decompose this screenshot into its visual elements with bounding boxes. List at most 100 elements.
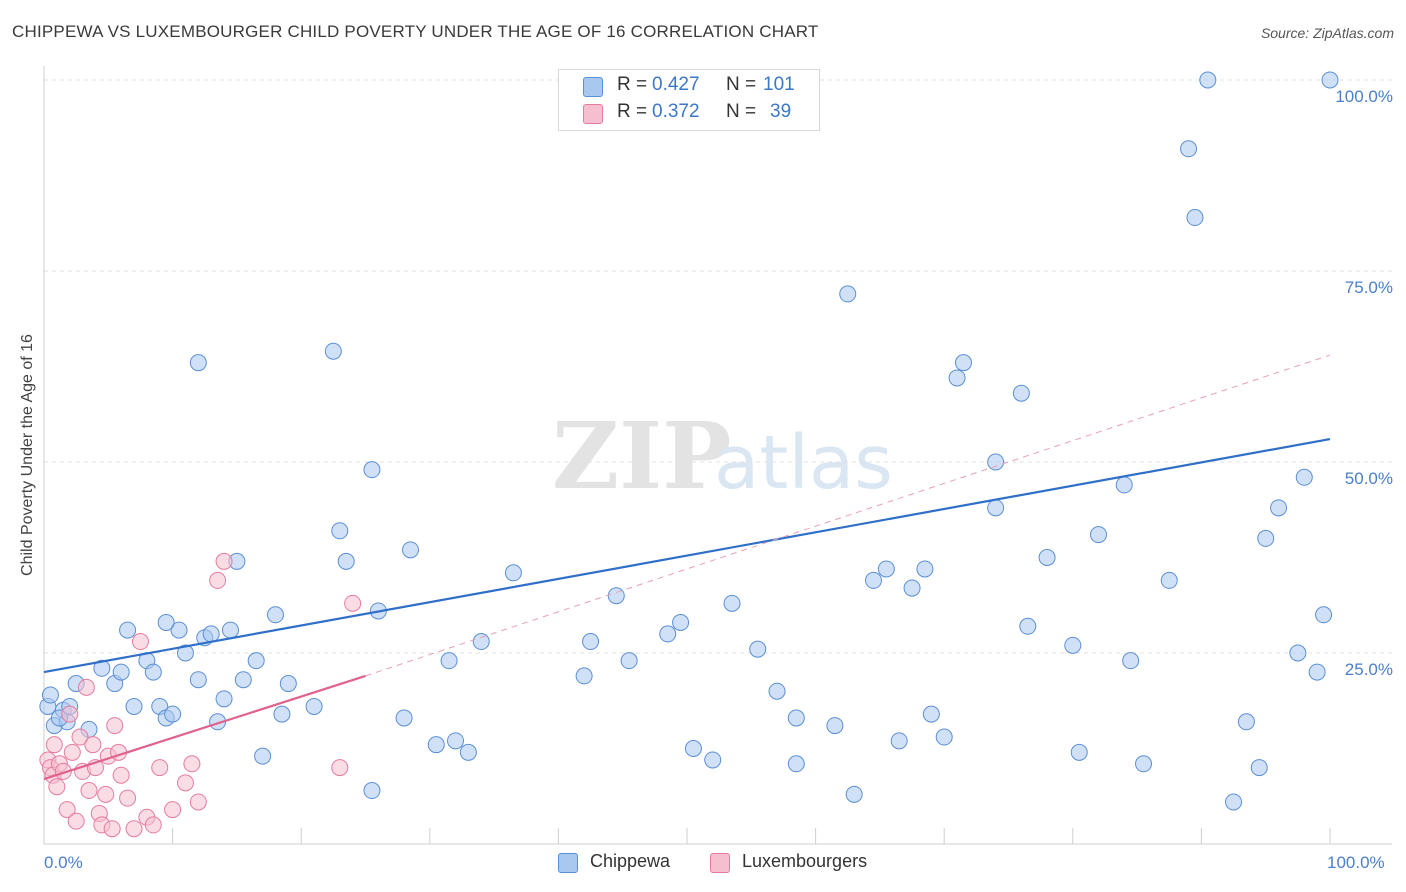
luxembourgers-point [71,728,89,746]
luxembourgers-point [183,755,201,773]
chippewa-point [1135,755,1153,773]
luxembourgers-point [151,759,169,777]
legend-luxembourgers-swatch-icon [710,853,730,873]
luxembourgers-point [125,820,143,838]
chippewa-swatch-icon [583,77,603,97]
chippewa-point [704,751,722,769]
chippewa-n-value: 101 [763,74,795,95]
chippewa-point [1122,652,1140,670]
chippewa-point [273,705,291,723]
chippewa-point [164,705,182,723]
legend-chippewa-swatch-icon [558,853,578,873]
chippewa-point [672,613,690,631]
chippewa-point [395,709,413,727]
chippewa-point [1289,644,1307,662]
luxembourgers-point [144,816,162,834]
chippewa-point [787,709,805,727]
luxembourgers-point [67,812,85,830]
y-tick-label-100: 100.0% [1335,87,1393,106]
chippewa-point [864,571,882,589]
luxembourgers-r-label: R = [617,101,648,122]
stats-row-chippewa: R = 0.427 N = 101 [559,74,819,100]
chippewa-point [1250,759,1268,777]
chippewa-point [427,736,445,754]
chippewa-point [472,633,490,651]
chippewa-point [1237,713,1255,731]
chippewa-point [447,732,465,750]
luxembourgers-trend-extension [365,354,1331,677]
chippewa-point [987,499,1005,517]
chippewa-point [221,621,239,639]
chippewa-point [903,579,921,597]
chippewa-point [787,755,805,773]
chippewa-point [1225,793,1243,811]
luxembourgers-point [97,785,115,803]
chippewa-point [176,644,194,662]
luxembourgers-point [215,552,233,570]
chippewa-point [144,663,162,681]
chippewa-point [189,671,207,689]
luxembourgers-point [189,793,207,811]
luxembourgers-point [61,705,79,723]
luxembourgers-trend-line [43,674,366,781]
chippewa-point [1186,209,1204,227]
luxembourgers-point [48,778,66,796]
chippewa-point [1090,526,1108,544]
chippewa-point [607,587,625,605]
luxembourgers-point [58,801,76,819]
chippewa-point [935,728,953,746]
chippewa-point [839,285,857,303]
y-tick-label-75: 75.0% [1344,278,1393,297]
chippewa-point [1070,743,1088,761]
watermark-atlas: atlas [714,420,893,506]
chippewa-point [1115,476,1133,494]
chippewa-point [337,552,355,570]
luxembourgers-n-value: 39 [770,101,792,122]
chippewa-point [125,697,143,715]
chippewa-point [948,369,966,387]
chippewa-point [305,697,323,715]
luxembourgers-point [63,743,81,761]
luxembourgers-point [112,766,130,784]
chippewa-point [324,342,342,360]
chippewa-r-value: 0.427 [652,74,700,95]
chippewa-point [266,606,284,624]
chippewa-point [1315,606,1333,624]
chippewa-point [170,621,188,639]
chippewa-point [234,671,252,689]
chippewa-point [987,453,1005,471]
luxembourgers-point [80,782,98,800]
chippewa-point [363,461,381,479]
chippewa-point [1019,617,1037,635]
chippewa-point [119,621,137,639]
luxembourgers-point [331,759,349,777]
chippewa-point [582,633,600,651]
chippewa-point [1180,140,1198,158]
chippewa-point [1295,468,1313,486]
chippewa-point [723,594,741,612]
luxembourgers-swatch-icon [583,104,603,124]
luxembourgers-n-label: N = [726,101,757,122]
source-label: Source: ZipAtlas.com [1260,25,1394,41]
luxembourgers-point [176,774,194,792]
chippewa-point [1064,636,1082,654]
chippewa-point [684,740,702,757]
luxembourgers-point [131,633,149,651]
chippewa-point [768,682,786,700]
luxembourgers-point [106,717,124,735]
chippewa-point [916,560,934,578]
watermark-zip: ZIP [552,402,731,510]
chippewa-point [363,782,381,800]
x-tick-label-min: 0.0% [44,853,83,872]
chippewa-point [331,522,349,540]
y-tick-label-25: 25.0% [1344,660,1393,679]
chippewa-point [620,652,638,670]
chippewa-point [440,652,458,670]
chippewa-point [1012,384,1030,402]
luxembourgers-point [344,594,362,612]
chippewa-point [877,560,895,578]
chippewa-point [845,785,863,803]
chippewa-point [279,675,297,693]
luxembourgers-r-value: 0.372 [652,101,700,122]
